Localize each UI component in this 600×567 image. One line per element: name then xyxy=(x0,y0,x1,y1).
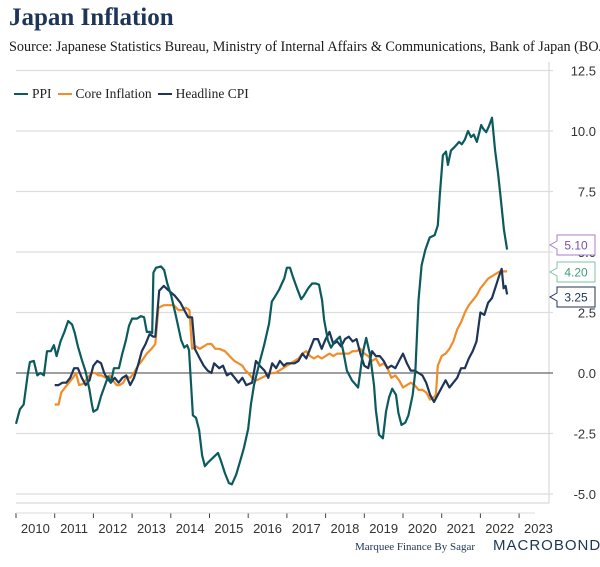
series-line-headline-cpi xyxy=(54,267,509,404)
y-tick-label: 2.5 xyxy=(578,306,596,321)
end-label-ppi: 5.10 xyxy=(548,234,596,256)
x-axis: 2010 2011 2012 2013 2014 2015 2016 2017 2018 2019… xyxy=(15,512,553,536)
x-tick-label: 2015 xyxy=(214,521,243,536)
end-value-labels: 5.10 4.20 3.25 xyxy=(548,234,596,308)
chart-title: Japan Inflation xyxy=(9,4,174,31)
gridlines xyxy=(16,62,553,504)
x-tick-label: 2014 xyxy=(176,521,205,536)
y-tick-label: -5.0 xyxy=(574,487,596,502)
end-label-text: 5.10 xyxy=(564,239,588,253)
end-label-headline-cpi: 3.25 xyxy=(548,286,596,308)
legend-item-headline-cpi: Headline CPI xyxy=(157,86,249,102)
series-lines xyxy=(14,116,509,486)
footer-credit: Marquee Finance By Sagar xyxy=(355,541,476,553)
y-tick-label: 7.5 xyxy=(578,185,596,200)
y-tick-label: 10.0 xyxy=(571,124,596,139)
end-label-box xyxy=(548,261,596,283)
legend: PPI Core Inflation Headline CPI xyxy=(14,86,255,102)
x-tick-label: 2019 xyxy=(369,521,398,536)
x-tick-label: 2016 xyxy=(253,521,282,536)
chart-subtitle: Source: Japanese Statistics Bureau, Mini… xyxy=(9,39,600,55)
end-label-box xyxy=(548,286,596,308)
y-tick-label: -2.5 xyxy=(574,427,596,442)
end-label-core-inflation: 4.20 xyxy=(548,261,596,283)
legend-item-ppi: PPI xyxy=(14,86,52,102)
legend-swatch-core-inflation xyxy=(57,92,72,96)
end-label-box xyxy=(548,234,596,256)
end-label-text: 4.20 xyxy=(564,266,588,280)
legend-label-headline-cpi: Headline CPI xyxy=(175,86,249,101)
x-tick-label: 2021 xyxy=(447,521,476,536)
y-tick-label: 12.5 xyxy=(571,64,596,79)
x-tick-label: 2023 xyxy=(524,521,553,536)
legend-label-ppi: PPI xyxy=(32,86,52,101)
y-axis: -5.0-2.50.02.55.07.510.012.5 xyxy=(571,64,596,503)
x-tick-label: 2011 xyxy=(60,521,88,536)
legend-swatch-headline-cpi xyxy=(157,92,172,96)
x-tick-label: 2022 xyxy=(485,521,514,536)
y-tick-label: 0.0 xyxy=(578,366,596,381)
legend-swatch-ppi xyxy=(14,92,28,96)
x-tick-label: 2013 xyxy=(137,521,166,536)
end-label-text: 3.25 xyxy=(564,291,588,305)
legend-item-core-inflation: Core Inflation xyxy=(57,86,152,102)
x-tick-label: 2018 xyxy=(330,521,359,536)
macrobond-logo: MACROBOND xyxy=(493,537,600,554)
series-line-ppi xyxy=(14,116,509,486)
legend-label-core-inflation: Core Inflation xyxy=(75,86,152,101)
x-tick-label: 2020 xyxy=(408,521,437,536)
series-line-core-inflation xyxy=(54,270,508,406)
x-tick-label: 2010 xyxy=(21,521,50,536)
x-tick-label: 2012 xyxy=(98,521,127,536)
x-tick-label: 2017 xyxy=(292,521,321,536)
